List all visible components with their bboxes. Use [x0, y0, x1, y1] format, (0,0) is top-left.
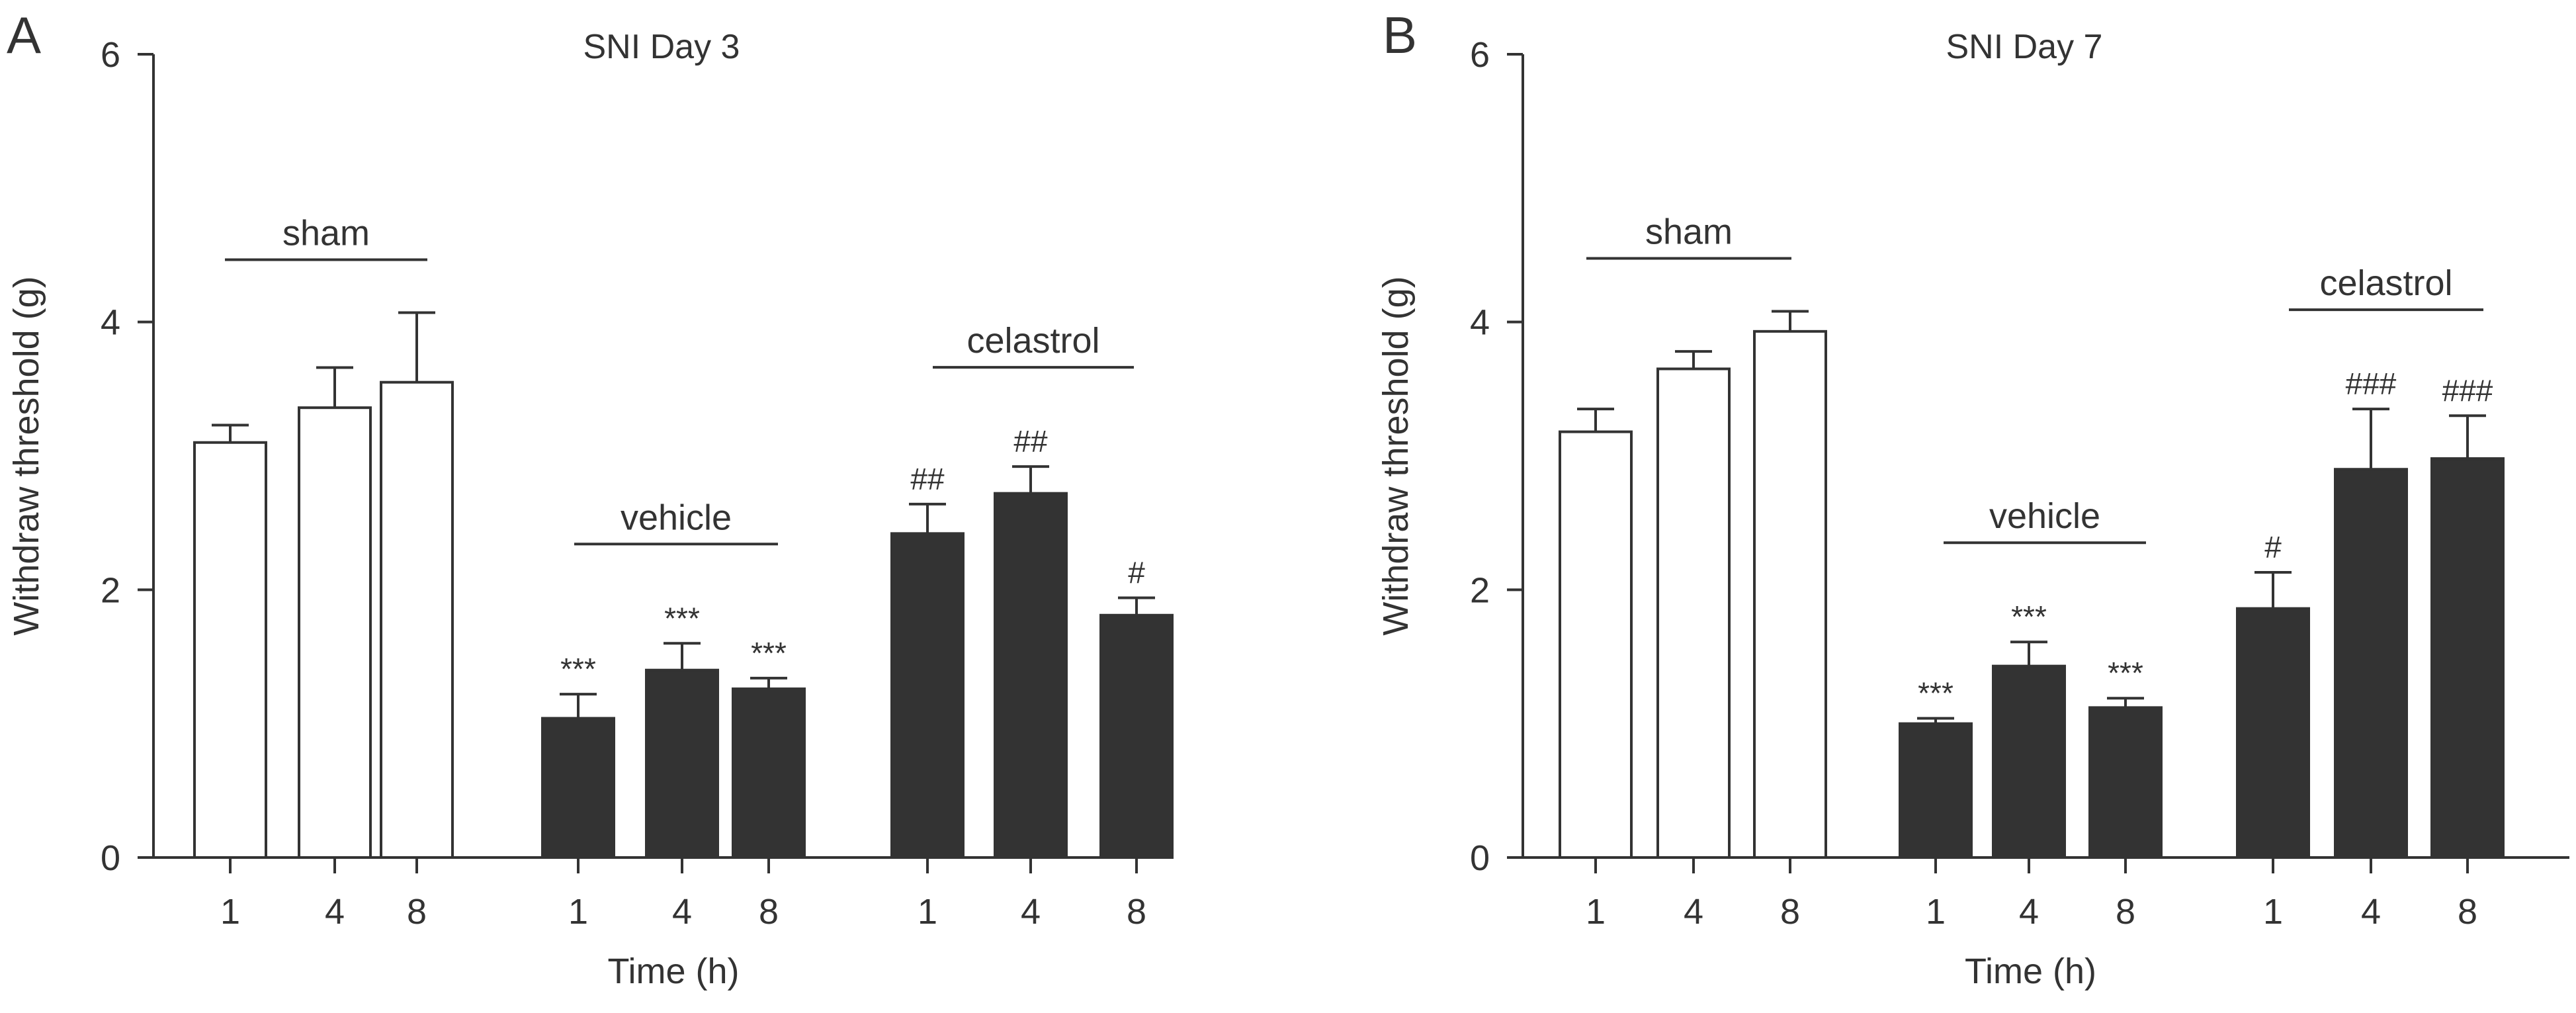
x-tick-label: 1 — [568, 892, 588, 932]
significance-label: *** — [2108, 656, 2143, 690]
group-label-celastrol: celastrol — [966, 321, 1099, 361]
significance-label: ### — [2346, 367, 2397, 401]
bar-sham-4 — [298, 406, 372, 859]
y-axis-title: Withdraw threshold (g) — [7, 276, 46, 635]
panel-b: B SNI Day 7 0 2 4 6 Withdraw threshold (g) 1 4 8 s… — [1376, 6, 2569, 991]
x-axis-title: Time (h) — [608, 951, 740, 991]
panel-a: A SNI Day 3 0 2 4 6 Withdraw threshold (g) 1 4 8 s… — [7, 6, 1174, 991]
y-tick-label: 2 — [1470, 570, 1490, 610]
x-tick-label: 4 — [1684, 892, 1703, 932]
significance-label: *** — [664, 601, 700, 635]
bar-sham-1 — [1559, 430, 1633, 859]
significance-label: *** — [560, 652, 596, 686]
x-tick-label: 8 — [1127, 892, 1146, 932]
x-tick-label: 8 — [407, 892, 427, 932]
bar-vehicle-8 — [732, 687, 806, 859]
y-tick-label: 0 — [1470, 838, 1490, 878]
group-label-celastrol: celastrol — [2319, 263, 2452, 303]
y-tick-label: 6 — [101, 35, 120, 75]
panel-letter-a: A — [7, 6, 41, 64]
x-tick-label: 4 — [1021, 892, 1041, 932]
significance-label: ### — [2442, 373, 2493, 408]
x-tick-label: 8 — [2116, 892, 2135, 932]
x-tick-label: 1 — [918, 892, 937, 932]
significance-label: # — [1128, 555, 1145, 590]
bar-celastrol-4 — [2334, 468, 2408, 859]
significance-label: *** — [751, 636, 787, 670]
y-axis-title: Withdraw threshold (g) — [1376, 276, 1416, 635]
y-tick-label: 2 — [101, 570, 120, 610]
significance-label: *** — [1918, 676, 1953, 711]
group-label-vehicle: vehicle — [1989, 496, 2100, 536]
y-tick-label: 4 — [1470, 303, 1490, 343]
x-tick-label: 8 — [1780, 892, 1800, 932]
y-tick-label: 0 — [101, 838, 120, 878]
chart-title: SNI Day 7 — [1946, 28, 2103, 66]
bar-vehicle-8 — [2088, 706, 2163, 859]
x-tick-label: 1 — [2263, 892, 2283, 932]
significance-label: # — [2264, 530, 2282, 564]
group-label-sham: sham — [1645, 212, 1733, 251]
bar-sham-1 — [193, 441, 267, 859]
bar-celastrol-4 — [994, 492, 1068, 859]
bar-celastrol-8 — [1099, 613, 1174, 859]
bar-celastrol-8 — [2430, 457, 2505, 859]
bar-sham-8 — [1753, 330, 1827, 859]
bar-celastrol-1 — [890, 532, 965, 859]
x-tick-label: 4 — [2361, 892, 2381, 932]
significance-label: ## — [910, 462, 945, 496]
significance-label: ## — [1013, 424, 1048, 459]
x-tick-label: 8 — [759, 892, 779, 932]
group-label-vehicle: vehicle — [621, 498, 732, 537]
bar-celastrol-1 — [2236, 607, 2310, 859]
y-tick-label: 6 — [1470, 35, 1490, 75]
bar-sham-8 — [380, 380, 454, 859]
bar-sham-4 — [1656, 367, 1731, 859]
x-tick-label: 1 — [1586, 892, 1606, 932]
significance-label: *** — [2011, 599, 2047, 634]
x-tick-label: 4 — [672, 892, 692, 932]
x-tick-label: 4 — [325, 892, 345, 932]
x-axis-title: Time (h) — [1965, 951, 2096, 991]
x-tick-label: 1 — [220, 892, 240, 932]
group-label-sham: sham — [282, 214, 370, 253]
x-tick-label: 4 — [2019, 892, 2039, 932]
bar-vehicle-4 — [645, 668, 719, 859]
bar-vehicle-4 — [1992, 664, 2066, 859]
panel-letter-b: B — [1383, 6, 1417, 64]
x-tick-label: 1 — [1926, 892, 1946, 932]
chart-title: SNI Day 3 — [583, 28, 740, 66]
bar-vehicle-1 — [1899, 722, 1973, 859]
x-tick-label: 8 — [2458, 892, 2477, 932]
bar-vehicle-1 — [541, 717, 615, 859]
y-tick-label: 4 — [101, 303, 120, 343]
